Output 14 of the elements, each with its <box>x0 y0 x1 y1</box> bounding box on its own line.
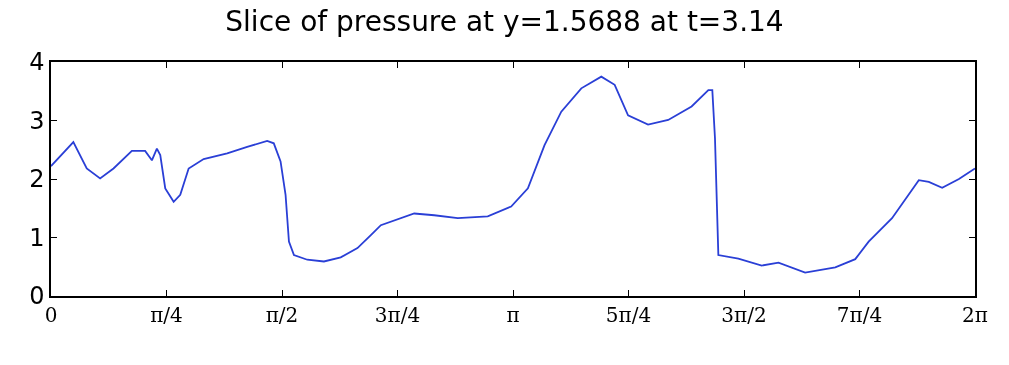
x-tick-label: π/2 <box>265 302 299 327</box>
x-tick-label: 3π/4 <box>374 302 421 327</box>
line-series <box>51 75 975 274</box>
x-tick-label: 5π/4 <box>605 302 652 327</box>
x-tick-label: π/4 <box>150 302 183 327</box>
y-tick-label: 3 <box>29 106 45 135</box>
y-tick-label: 1 <box>29 223 45 252</box>
x-tick-label: 3π/2 <box>721 302 767 327</box>
x-tick-label: 7π/4 <box>836 302 883 327</box>
x-tick-label: 2π <box>962 302 988 327</box>
y-tick-label: 4 <box>29 48 45 77</box>
y-tick-label: 2 <box>29 165 45 194</box>
x-tick-label: π <box>506 302 520 327</box>
chart-title: Slice of pressure at y=1.5688 at t=3.14 <box>225 4 784 38</box>
